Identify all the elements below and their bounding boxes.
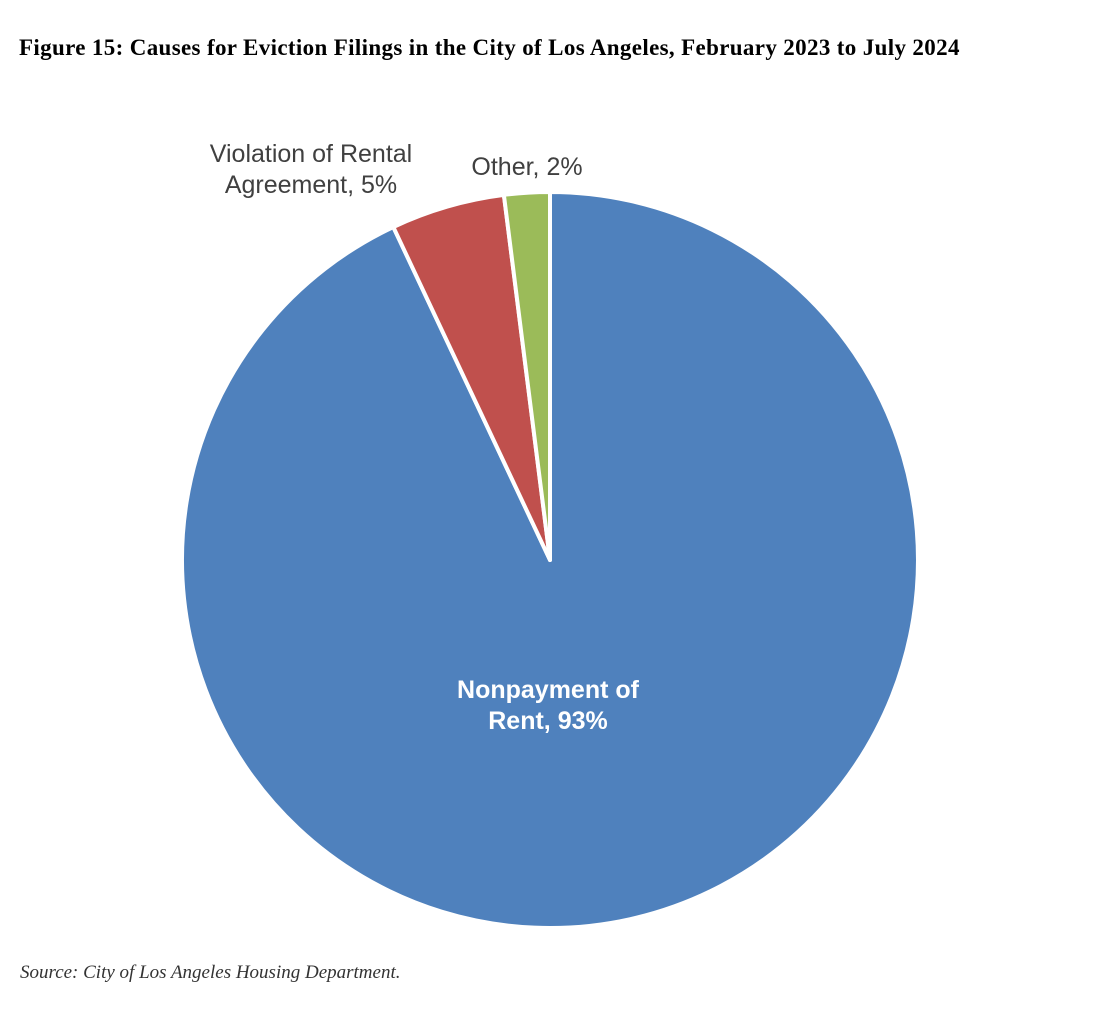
data-label-violation-of-rental-agreement: Violation of Rental Agreement, 5% (210, 140, 412, 199)
source-note: Source: City of Los Angeles Housing Depa… (20, 962, 401, 983)
pie-slices (179, 190, 920, 930)
figure-title: Figure 15: Causes for Eviction Filings i… (19, 35, 960, 60)
pie-data-labels: Nonpayment of Rent, 93% Violation of Renta… (210, 140, 640, 735)
pie-slice-other (501, 190, 552, 562)
data-label-other: Other, 2% (471, 153, 582, 181)
data-label-nonpayment-of-rent: Nonpayment of Rent, 93% (457, 676, 640, 735)
